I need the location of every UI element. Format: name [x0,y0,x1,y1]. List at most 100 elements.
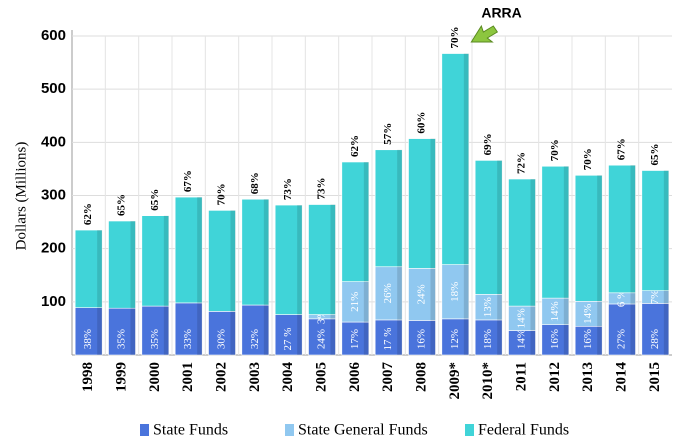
x-tick-label: 1999 [113,362,129,392]
bar-segment [408,320,436,356]
x-tick-label: 2011 [513,362,529,391]
bar-segment [174,196,203,304]
bar-shade [397,266,403,320]
bar-shade [330,314,336,319]
bar-shade [297,314,303,355]
data-label: 7% [649,290,661,305]
x-tick-label: 2006 [347,362,363,393]
bar-segment [641,303,670,356]
bar-shade [197,197,203,303]
data-label: 21% [349,292,361,312]
bar-segment [408,268,436,321]
bar-shade [197,302,203,355]
data-label: 65% [649,144,661,166]
x-tick-label: 2005 [313,362,329,392]
data-label: 73% [316,178,328,200]
x-tick-label: 2015 [647,362,663,392]
bar-segment [241,304,270,356]
y-tick-label: 400 [41,133,66,150]
bar-shade [563,166,569,299]
data-label: 30% [216,329,228,349]
bar-shade [597,175,603,302]
data-label: 24% [416,284,428,304]
data-label: 28% [649,329,661,349]
bar-segment [274,314,303,356]
bar-segment [108,220,136,309]
data-label: 67% [616,138,628,160]
x-tick-label: 2001 [180,362,196,392]
bar-shade [530,330,536,355]
data-label: 70% [549,139,561,161]
bar-shade [397,319,403,355]
data-label: 16% [416,329,428,349]
bar-shade [230,311,236,355]
x-tick-label: 2010* [480,362,496,400]
data-label: 17 % [382,328,394,351]
x-tick-label: 1998 [80,362,96,392]
data-label: 18% [449,282,461,302]
bar-shade [230,210,236,312]
bar-shade [530,179,536,307]
x-tick-label: 2013 [580,362,596,392]
data-label: 68% [249,172,261,194]
bar-segment [341,281,370,323]
bar-shade [330,204,336,315]
bar-segment [574,174,603,302]
x-tick-label: 2002 [213,362,229,392]
bar-segment [541,165,570,299]
annotation: ARRA [481,5,521,21]
bar-shade [663,303,669,355]
bar-segment [508,330,536,356]
data-label: 6 % [616,290,628,307]
bar-segment [208,210,236,312]
bar-shade [330,318,336,355]
bar-shade [630,165,636,293]
bar-shade [563,298,569,325]
bar-shade [130,221,136,309]
data-label: 67% [182,170,194,192]
data-label: 73% [282,178,294,200]
bar-shade [597,301,603,327]
bar-segment [441,53,470,265]
data-label: 14% [516,329,528,349]
annotation-arrow [470,24,499,43]
y-tick-label: 200 [41,240,66,257]
x-tick-label: 2004 [280,362,296,393]
bar-shade [363,322,369,355]
legend-swatch [285,424,294,436]
bar-shade [663,290,669,304]
x-tick-label: 2000 [147,362,163,392]
data-label: 57% [382,123,394,145]
bar-segment [141,305,170,356]
bar-shade [597,326,603,355]
bar-shade [463,318,469,355]
bar-shade [297,205,303,315]
data-label: 33% [182,329,194,349]
bar-segment [108,307,136,356]
bar-shade [97,230,103,308]
bar-shade [430,268,436,321]
data-label: 65% [149,189,161,211]
bar-segment [608,164,636,294]
bar-segment [474,294,503,321]
data-label: 32% [249,329,261,349]
bar-shade [630,292,636,304]
data-label: 24% [316,329,328,349]
data-label: 27% [616,329,628,349]
bar-shade [430,138,436,269]
bar-shade [97,307,103,355]
data-label: 35% [149,329,161,349]
data-label: 62% [349,135,361,157]
data-label: 35% [116,329,128,349]
bar-shade [130,308,136,355]
bar-shade [497,319,503,355]
data-label: 70% [449,27,461,49]
bar-shade [263,305,269,355]
bar-shade [630,303,636,355]
data-label: 70% [216,183,228,205]
bar-segment [508,178,536,307]
legend-label: Federal Funds [478,422,569,439]
data-label: 72% [516,152,528,174]
bar-shade [163,215,169,307]
legend-label: State Funds [153,422,228,439]
